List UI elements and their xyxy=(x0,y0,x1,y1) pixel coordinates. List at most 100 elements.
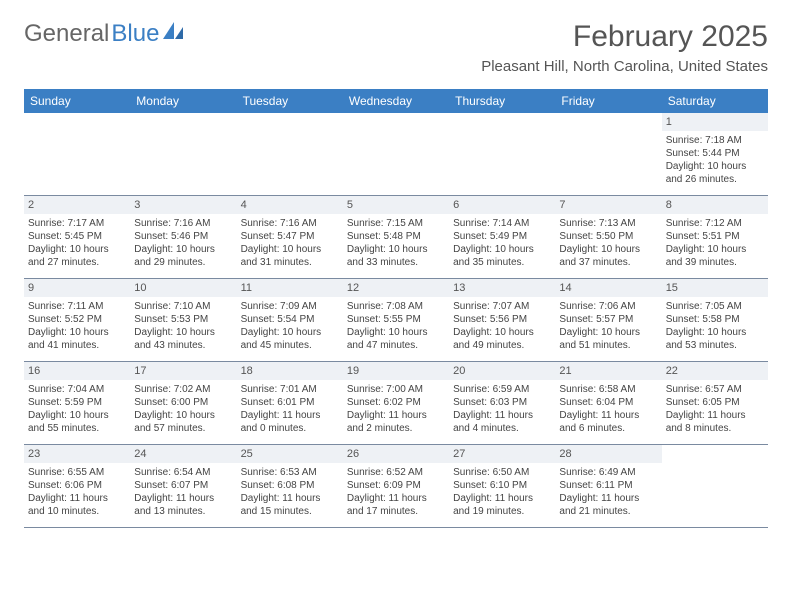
day-number: 13 xyxy=(449,279,555,297)
day-number: 14 xyxy=(555,279,661,297)
sunset-text: Sunset: 5:53 PM xyxy=(134,313,232,326)
daylight-line1: Daylight: 10 hours xyxy=(347,243,445,256)
day-number: 12 xyxy=(343,279,449,297)
week-row: 16Sunrise: 7:04 AMSunset: 5:59 PMDayligh… xyxy=(24,362,768,445)
sunset-text: Sunset: 6:03 PM xyxy=(453,396,551,409)
daylight-line2: and 21 minutes. xyxy=(559,505,657,518)
sunrise-text: Sunrise: 7:12 AM xyxy=(666,217,764,230)
day-cell xyxy=(130,113,236,195)
daylight-line1: Daylight: 10 hours xyxy=(28,409,126,422)
sunset-text: Sunset: 6:11 PM xyxy=(559,479,657,492)
day-number: 5 xyxy=(343,196,449,214)
weekday-header: Sunday Monday Tuesday Wednesday Thursday… xyxy=(24,89,768,113)
daylight-line1: Daylight: 10 hours xyxy=(559,243,657,256)
day-cell: 7Sunrise: 7:13 AMSunset: 5:50 PMDaylight… xyxy=(555,196,661,278)
daylight-line2: and 31 minutes. xyxy=(241,256,339,269)
day-number: 1 xyxy=(662,113,768,131)
daylight-line1: Daylight: 10 hours xyxy=(241,243,339,256)
sunrise-text: Sunrise: 7:16 AM xyxy=(134,217,232,230)
sunset-text: Sunset: 6:00 PM xyxy=(134,396,232,409)
daylight-line2: and 2 minutes. xyxy=(347,422,445,435)
day-cell xyxy=(555,113,661,195)
day-number: 22 xyxy=(662,362,768,380)
day-cell: 23Sunrise: 6:55 AMSunset: 6:06 PMDayligh… xyxy=(24,445,130,527)
sunrise-text: Sunrise: 7:04 AM xyxy=(28,383,126,396)
sunrise-text: Sunrise: 7:10 AM xyxy=(134,300,232,313)
day-number: 8 xyxy=(662,196,768,214)
week-row: 2Sunrise: 7:17 AMSunset: 5:45 PMDaylight… xyxy=(24,196,768,279)
sunset-text: Sunset: 6:05 PM xyxy=(666,396,764,409)
daylight-line2: and 53 minutes. xyxy=(666,339,764,352)
day-cell: 27 Sunrise: 6:50 AMSunset: 6:10 PMDayligh… xyxy=(449,445,555,527)
day-cell: 15Sunrise: 7:05 AMSunset: 5:58 PMDayligh… xyxy=(662,279,768,361)
day-number: 16 xyxy=(24,362,130,380)
sunrise-text: Sunrise: 7:08 AM xyxy=(347,300,445,313)
daylight-line1: Daylight: 10 hours xyxy=(666,243,764,256)
sunset-text: Sunset: 5:57 PM xyxy=(559,313,657,326)
week-row: 23Sunrise: 6:55 AMSunset: 6:06 PMDayligh… xyxy=(24,445,768,528)
sunset-text: Sunset: 6:01 PM xyxy=(241,396,339,409)
sunrise-text: Sunrise: 6:49 AM xyxy=(559,466,657,479)
daylight-line2: and 19 minutes. xyxy=(453,505,551,518)
daylight-line1: Daylight: 11 hours xyxy=(559,409,657,422)
daylight-line1: Daylight: 11 hours xyxy=(134,492,232,505)
sunrise-text: Sunrise: 6:58 AM xyxy=(559,383,657,396)
sunrise-text: Sunrise: 7:18 AM xyxy=(666,134,764,147)
daylight-line2: and 51 minutes. xyxy=(559,339,657,352)
sunset-text: Sunset: 6:08 PM xyxy=(241,479,339,492)
daylight-line1: Daylight: 10 hours xyxy=(241,326,339,339)
sunset-text: Sunset: 5:51 PM xyxy=(666,230,764,243)
daylight-line1: Daylight: 10 hours xyxy=(347,326,445,339)
sunset-text: Sunset: 6:10 PM xyxy=(453,479,551,492)
day-number: 21 xyxy=(555,362,661,380)
day-cell: 1Sunrise: 7:18 AMSunset: 5:44 PMDaylight… xyxy=(662,113,768,195)
day-number: 4 xyxy=(237,196,343,214)
day-number: 26 xyxy=(343,445,449,463)
daylight-line2: and 33 minutes. xyxy=(347,256,445,269)
calendar: Sunday Monday Tuesday Wednesday Thursday… xyxy=(24,89,768,528)
sunset-text: Sunset: 5:45 PM xyxy=(28,230,126,243)
day-cell: 9Sunrise: 7:11 AMSunset: 5:52 PMDaylight… xyxy=(24,279,130,361)
sunset-text: Sunset: 6:09 PM xyxy=(347,479,445,492)
sunrise-text: Sunrise: 6:53 AM xyxy=(241,466,339,479)
day-number: 6 xyxy=(449,196,555,214)
daylight-line2: and 4 minutes. xyxy=(453,422,551,435)
sunrise-text: Sunrise: 6:57 AM xyxy=(666,383,764,396)
location: Pleasant Hill, North Carolina, United St… xyxy=(481,58,768,75)
day-cell: 18Sunrise: 7:01 AMSunset: 6:01 PMDayligh… xyxy=(237,362,343,444)
daylight-line2: and 10 minutes. xyxy=(28,505,126,518)
sunrise-text: Sunrise: 6:50 AM xyxy=(453,466,551,479)
sunset-text: Sunset: 6:07 PM xyxy=(134,479,232,492)
day-number: 27 xyxy=(449,445,555,463)
daylight-line1: Daylight: 10 hours xyxy=(134,326,232,339)
sunrise-text: Sunrise: 7:01 AM xyxy=(241,383,339,396)
day-cell: 19Sunrise: 7:00 AMSunset: 6:02 PMDayligh… xyxy=(343,362,449,444)
daylight-line1: Daylight: 11 hours xyxy=(347,409,445,422)
daylight-line2: and 27 minutes. xyxy=(28,256,126,269)
weekday-tue: Tuesday xyxy=(237,89,343,113)
daylight-line2: and 26 minutes. xyxy=(666,173,764,186)
day-cell xyxy=(449,113,555,195)
daylight-line1: Daylight: 10 hours xyxy=(28,243,126,256)
day-number: 20 xyxy=(449,362,555,380)
sunset-text: Sunset: 5:46 PM xyxy=(134,230,232,243)
day-number: 3 xyxy=(130,196,236,214)
day-number: 7 xyxy=(555,196,661,214)
day-number: 2 xyxy=(24,196,130,214)
day-cell: 6Sunrise: 7:14 AMSunset: 5:49 PMDaylight… xyxy=(449,196,555,278)
daylight-line1: Daylight: 11 hours xyxy=(28,492,126,505)
daylight-line2: and 55 minutes. xyxy=(28,422,126,435)
day-cell: 14Sunrise: 7:06 AMSunset: 5:57 PMDayligh… xyxy=(555,279,661,361)
calendar-page: GeneralBlue February 2025 Pleasant Hill,… xyxy=(0,0,792,548)
day-number: 10 xyxy=(130,279,236,297)
day-number: 11 xyxy=(237,279,343,297)
sunrise-text: Sunrise: 7:09 AM xyxy=(241,300,339,313)
daylight-line1: Daylight: 11 hours xyxy=(453,492,551,505)
day-cell xyxy=(662,445,768,527)
daylight-line2: and 15 minutes. xyxy=(241,505,339,518)
daylight-line2: and 41 minutes. xyxy=(28,339,126,352)
day-number: 19 xyxy=(343,362,449,380)
sunset-text: Sunset: 5:48 PM xyxy=(347,230,445,243)
weekday-fri: Friday xyxy=(555,89,661,113)
sunrise-text: Sunrise: 7:05 AM xyxy=(666,300,764,313)
